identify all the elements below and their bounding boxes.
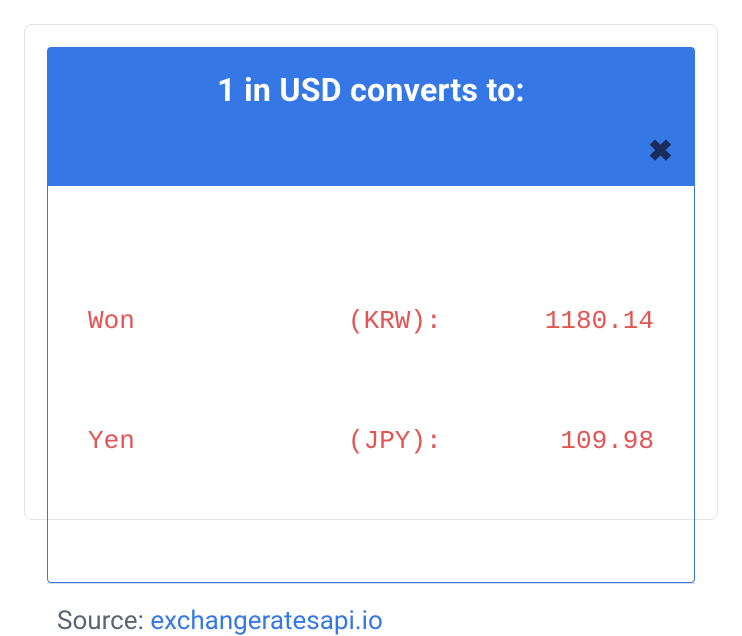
rate-row: Won (KRW): 1180.14 [88,301,654,341]
rate-name: Won [88,301,348,341]
header-title: 1 in USD converts to: [69,71,673,109]
close-row: ✖ [69,137,673,167]
rate-code: (JPY): [348,421,478,461]
rate-code: (KRW): [348,301,478,341]
source-link[interactable]: exchangeratesapi.io [150,606,382,636]
close-icon[interactable]: ✖ [648,137,673,167]
rate-name: Yen [88,421,348,461]
card-header: 1 in USD converts to: ✖ [47,47,695,185]
source-label: Source: [57,606,150,636]
conversion-card: 1 in USD converts to: ✖ Won (KRW): 1180.… [24,24,718,520]
source-row: Source: exchangeratesapi.io [47,584,695,636]
rates-box: Won (KRW): 1180.14 Yen (JPY): 109.98 [47,185,695,583]
rate-value: 1180.14 [478,301,654,341]
rate-row: Yen (JPY): 109.98 [88,421,654,461]
rate-value: 109.98 [478,421,654,461]
